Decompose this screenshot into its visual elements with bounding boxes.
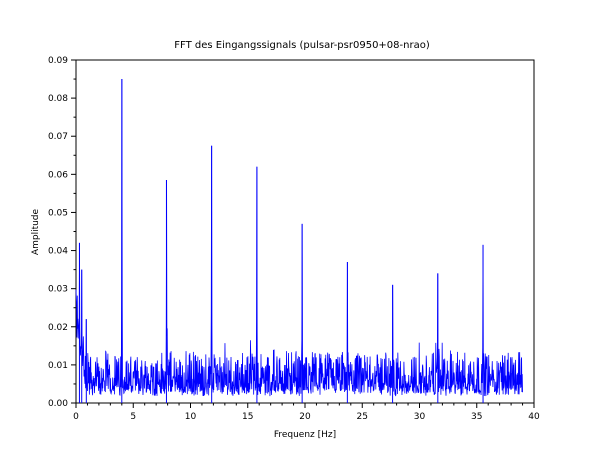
y-tick-label: 0.04 xyxy=(48,247,68,257)
x-tick-label: 35 xyxy=(471,412,482,422)
y-tick-label: 0.05 xyxy=(48,208,68,218)
plot-area-frame xyxy=(75,59,535,404)
y-tick-label: 0.03 xyxy=(48,285,68,295)
x-tick-label: 0 xyxy=(73,412,79,422)
chart-title: FFT des Eingangssignals (pulsar-psr0950+… xyxy=(174,40,430,51)
y-axis-label: Amplitude xyxy=(31,208,41,255)
x-tick-label: 40 xyxy=(528,412,540,422)
x-axis-label: Frequenz [Hz] xyxy=(274,430,336,440)
y-tick-label: 0.02 xyxy=(48,323,68,333)
x-tick-label: 25 xyxy=(357,412,368,422)
y-tick-label: 0.01 xyxy=(48,361,68,371)
x-tick-label: 15 xyxy=(242,412,253,422)
y-tick-label: 0.08 xyxy=(48,94,68,104)
y-tick-label: 0.06 xyxy=(48,170,68,180)
y-tick-label: 0.09 xyxy=(48,56,68,66)
x-tick-label: 20 xyxy=(299,412,311,422)
x-tick-label: 30 xyxy=(414,412,426,422)
x-axis-ticks: 0 5 10 15 20 25 30 35 40 xyxy=(73,403,540,422)
y-tick-label: 0.00 xyxy=(48,399,68,409)
series-line-fft-amplitude xyxy=(75,79,523,397)
peak-marks xyxy=(78,79,484,403)
y-axis-ticks: 0.00 0.01 0.02 0.03 0.04 0.05 0.06 0.07 0.08 0.09 xyxy=(48,56,76,409)
y-tick-label: 0.07 xyxy=(48,132,68,142)
x-tick-label: 10 xyxy=(185,412,197,422)
x-tick-label: 5 xyxy=(130,412,136,422)
